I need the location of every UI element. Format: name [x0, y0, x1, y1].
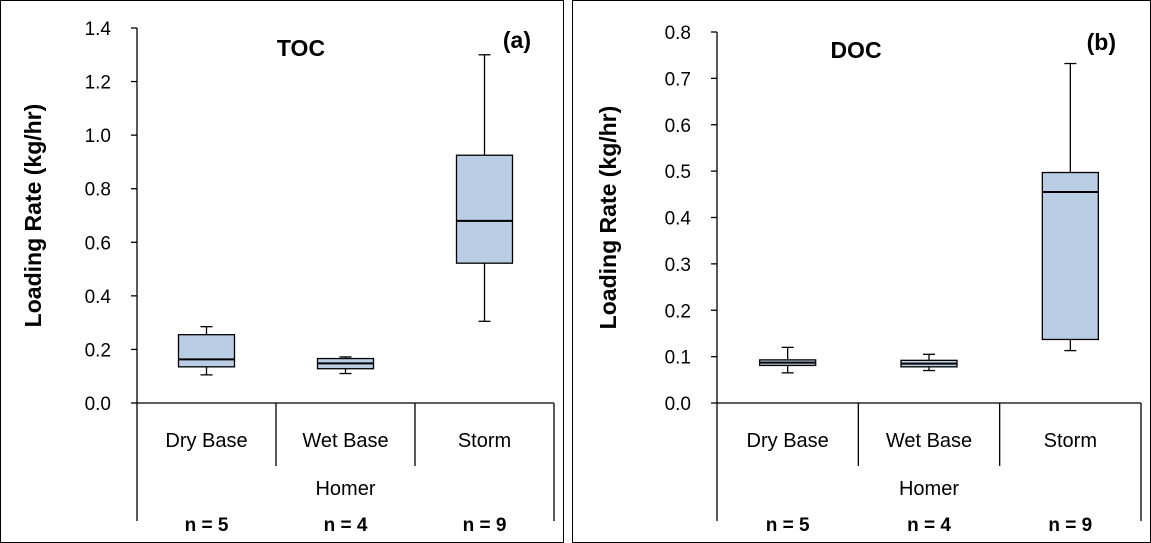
- y-tick-label: 0.8: [85, 180, 111, 201]
- x-category-label: Storm: [458, 430, 511, 452]
- y-tick-label: 0.0: [665, 394, 691, 415]
- y-tick-label: 0.2: [665, 301, 691, 322]
- panel-toc: 0.0 0.2 0.4 0.6 0.8 1.0 1.2 1.4 Dry Base Wet Base…: [0, 0, 564, 543]
- sample-count-label: n = 9: [463, 515, 507, 536]
- y-tick-label: 1.2: [85, 73, 111, 94]
- x-category-label: Wet Base: [302, 430, 388, 452]
- x-category-label: Dry Base: [165, 430, 247, 452]
- x-category-label: Dry Base: [747, 430, 829, 452]
- sample-count-label: n = 5: [185, 515, 229, 536]
- y-tick-label: 0.8: [665, 23, 691, 44]
- y-tick-label: 1.4: [85, 19, 112, 40]
- y-axis-title: Loading Rate (kg/hr): [20, 104, 46, 328]
- x-category-label: Wet Base: [886, 430, 972, 452]
- x-group-label: Homer: [315, 478, 375, 500]
- chart-title: DOC: [830, 37, 881, 63]
- sample-count-label: n = 9: [1048, 515, 1092, 536]
- y-tick-label: 0.4: [85, 287, 112, 308]
- box-iqr: [177, 334, 236, 368]
- box-iqr: [455, 154, 514, 264]
- sample-count-label: n = 4: [324, 515, 368, 536]
- y-tick-label: 0.6: [85, 233, 111, 254]
- y-tick-label: 0.3: [665, 255, 691, 276]
- y-tick-label: 0.1: [665, 348, 691, 369]
- toc-chart: 0.0 0.2 0.4 0.6 0.8 1.0 1.2 1.4 Dry Base Wet Base…: [20, 19, 555, 536]
- y-tick-label: 0.4: [665, 209, 692, 230]
- y-tick-label: 0.5: [665, 162, 691, 183]
- box-iqr: [1041, 171, 1099, 341]
- x-group-label: Homer: [899, 478, 959, 500]
- panel-tag: (b): [1087, 29, 1116, 55]
- sample-count-label: n = 4: [907, 515, 951, 536]
- y-tick-label: 0.2: [85, 340, 111, 361]
- y-tick-label: 1.0: [85, 126, 111, 147]
- y-tick-label: 0.6: [665, 116, 691, 137]
- panel-doc: 0.0 0.1 0.2 0.3 0.4 0.5 0.6 0.7 0.8 Dry Base Wet B…: [572, 0, 1151, 543]
- doc-chart: 0.0 0.1 0.2 0.3 0.4 0.5 0.6 0.7 0.8 Dry Base Wet B…: [595, 23, 1142, 536]
- chart-title: TOC: [277, 35, 325, 61]
- y-tick-label: 0.0: [85, 394, 111, 415]
- x-category-label: Storm: [1044, 430, 1097, 452]
- panel-tag: (a): [503, 27, 531, 53]
- y-tick-label: 0.7: [665, 69, 691, 90]
- y-axis-title: Loading Rate (kg/hr): [595, 106, 621, 330]
- sample-count-label: n = 5: [766, 515, 810, 536]
